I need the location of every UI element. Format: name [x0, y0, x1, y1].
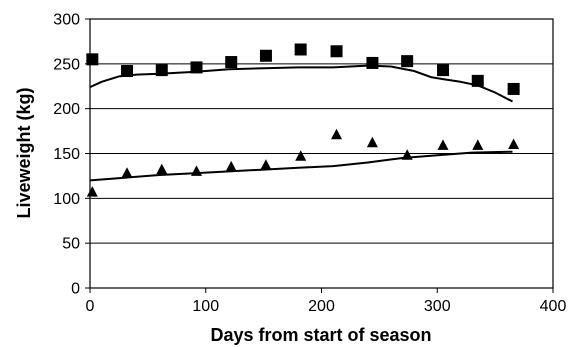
y-axis-ticks: 0 50 100 150 200 250 300 [53, 12, 90, 298]
y-tick-label-4: 200 [53, 101, 80, 118]
square-marker-12 [507, 82, 520, 95]
triangle-marker-12 [508, 138, 520, 149]
x-tick-label-1: 100 [192, 298, 219, 315]
x-axis-ticks: 0 100 200 300 400 [86, 288, 567, 315]
triangle-marker-7 [331, 128, 342, 140]
triangle-marker-4 [225, 160, 237, 172]
x-tick-label-2: 200 [308, 298, 335, 315]
y-tick-label-6: 300 [53, 12, 80, 29]
square-marker-0 [86, 53, 99, 66]
square-marker-5 [259, 49, 272, 62]
triangle-marker-3 [191, 165, 202, 176]
square-marker-10 [437, 64, 450, 77]
square-marker-8 [366, 56, 379, 69]
y-axis-title: Liveweight (kg) [14, 87, 34, 218]
triangle-marker-5 [260, 159, 272, 170]
triangle-marker-9 [401, 149, 413, 160]
triangle-marker-0 [86, 186, 98, 197]
y-tick-label-2: 100 [53, 191, 80, 208]
x-axis-title: Days from start of season [210, 325, 431, 345]
gridlines [90, 63, 553, 244]
data-markers [86, 43, 520, 197]
y-tick-label-0: 0 [71, 281, 80, 298]
fitted-line-1 [89, 150, 513, 182]
x-tick-label-4: 400 [540, 298, 567, 315]
x-tick-label-3: 300 [424, 298, 451, 315]
square-marker-11 [471, 74, 484, 87]
x-tick-label-0: 0 [86, 298, 95, 315]
y-tick-label-3: 150 [53, 146, 80, 163]
fitted-line-0 [89, 64, 513, 103]
triangle-marker-11 [472, 139, 484, 150]
square-marker-4 [225, 56, 238, 69]
square-marker-6 [294, 43, 307, 56]
triangle-marker-10 [437, 139, 449, 150]
triangle-marker-2 [156, 163, 168, 175]
triangle-marker-8 [366, 136, 378, 148]
fitted-lines [89, 64, 513, 182]
square-marker-1 [121, 65, 134, 78]
y-tick-label-5: 250 [53, 56, 80, 73]
square-marker-3 [190, 61, 203, 74]
square-marker-2 [155, 64, 168, 77]
triangle-marker-1 [121, 167, 133, 178]
square-marker-7 [330, 45, 343, 58]
triangle-marker-6 [295, 150, 307, 161]
square-marker-9 [401, 55, 414, 68]
y-tick-label-1: 50 [62, 236, 80, 253]
